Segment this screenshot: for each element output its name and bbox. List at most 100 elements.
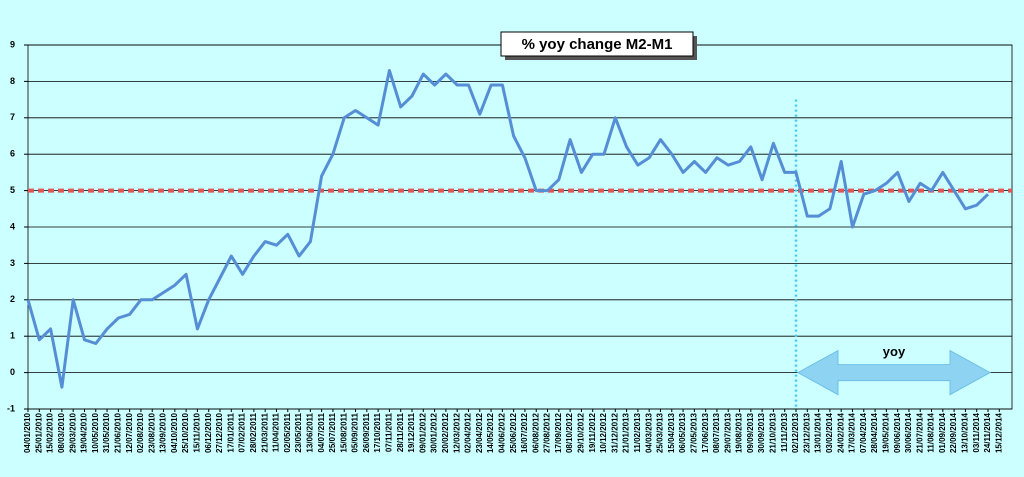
x-tick-label: 01/09/2014 [938, 412, 947, 453]
x-tick-label: 31/12/2012 [610, 412, 619, 453]
x-tick-label: 11/02/2013 [633, 412, 642, 452]
x-tick-label: 17/01/2011 [226, 412, 235, 452]
x-tick-label: 17/10/2011 [373, 412, 382, 452]
x-tick-label: 21/03/2011 [260, 412, 269, 452]
x-tick-label: 16/07/2012 [520, 412, 529, 453]
x-tick-label: 19/12/2011 [407, 412, 416, 452]
x-tick-label: 08/03/2010 [57, 412, 66, 453]
x-tick-label: 14/05/2012 [486, 412, 495, 453]
x-tick-label: 11/08/2014 [927, 412, 936, 452]
y-tick-label: 3 [10, 258, 15, 268]
y-tick-label: 8 [10, 76, 15, 86]
x-tick-label: 09/01/2012 [418, 412, 427, 453]
x-tick-label: 09/09/2013 [746, 412, 755, 453]
x-tick-label: 24/02/2014 [836, 412, 845, 453]
data-line [26, 69, 990, 389]
y-tick-label: 1 [10, 331, 15, 341]
x-tick-label: 15/08/2011 [339, 412, 348, 452]
x-tick-label: 28/11/2011 [396, 412, 405, 452]
x-tick-label: 30/01/2012 [430, 412, 439, 453]
x-tick-label: 12/03/2012 [452, 412, 461, 453]
x-tick-label: 07/02/2011 [238, 412, 247, 452]
x-tick-label: 21/01/2013 [622, 412, 631, 453]
x-tick-label: 03/11/2014 [972, 412, 981, 452]
x-tick-label: 05/09/2011 [351, 412, 360, 452]
y-tick-label: 6 [10, 149, 15, 159]
x-tick-label: 04/03/2013 [644, 412, 653, 453]
x-tick-label: 27/05/2013 [689, 412, 698, 453]
x-tick-label: 04/01/2010 [23, 412, 32, 453]
x-tick-label: 23/05/2011 [294, 412, 303, 452]
x-tick-label: 04/06/2012 [497, 412, 506, 453]
x-tick-label: 31/05/2010 [102, 412, 111, 453]
x-tick-label: 23/04/2012 [475, 412, 484, 453]
x-tick-label: 15/11/2010 [193, 412, 202, 452]
x-tick-label: 15/02/2010 [46, 412, 55, 453]
x-tick-label: 25/06/2012 [509, 412, 518, 453]
x-tick-label: 13/10/2014 [961, 412, 970, 453]
x-tick-label: 21/06/2010 [113, 412, 122, 453]
x-tick-label: 02/04/2012 [464, 412, 473, 453]
x-tick-label: 07/11/2011 [385, 412, 394, 452]
x-tick-label: 30/06/2014 [904, 412, 913, 453]
x-tick-label: 30/09/2013 [757, 412, 766, 453]
x-tick-label: 19/08/2013 [735, 412, 744, 453]
x-tick-label: 10/05/2010 [91, 412, 100, 453]
x-tick-label: 27/12/2010 [215, 412, 224, 453]
title-box [500, 31, 694, 57]
x-tick-label: 28/04/2014 [870, 412, 879, 453]
x-tick-label: 29/03/2010 [68, 412, 77, 453]
x-tick-label: 23/08/2010 [147, 412, 156, 453]
x-tick-label: 22/09/2014 [949, 412, 958, 453]
x-tick-label: 29/07/2013 [723, 412, 732, 453]
x-tick-label: 28/02/2011 [249, 412, 258, 452]
x-tick-label: 25/07/2011 [328, 412, 337, 452]
x-tick-label: 15/12/2014 [994, 412, 1003, 453]
x-tick-label: 25/03/2013 [656, 412, 665, 453]
x-tick-label: 21/10/2013 [769, 412, 778, 453]
x-tick-label: 11/04/2011 [272, 412, 281, 452]
x-tick-label: 06/08/2012 [531, 412, 540, 453]
x-tick-label: 02/08/2010 [136, 412, 145, 453]
y-tick-label: 4 [10, 221, 15, 231]
x-tick-label: 15/04/2013 [667, 412, 676, 453]
x-tick-label: 10/12/2012 [599, 412, 608, 453]
x-tick-label: 08/10/2012 [565, 412, 574, 453]
x-tick-label: 04/10/2010 [170, 412, 179, 453]
annotation-arrow [796, 349, 992, 396]
x-tick-label: 07/04/2014 [859, 412, 868, 453]
x-tick-label: 17/03/2014 [848, 412, 857, 453]
x-tick-label: 21/07/2014 [915, 412, 924, 453]
y-tick-label: 2 [10, 294, 15, 304]
x-tick-label: 20/02/2012 [441, 412, 450, 453]
x-tick-label: 24/11/2014 [983, 412, 992, 452]
x-tick-label: 26/09/2011 [362, 412, 371, 452]
y-tick-label: 7 [10, 112, 15, 122]
x-tick-label: 25/10/2010 [181, 412, 190, 453]
x-tick-label: 09/06/2014 [893, 412, 902, 453]
x-tick-label: 06/12/2010 [204, 412, 213, 453]
x-tick-label: 13/01/2014 [814, 412, 823, 453]
x-tick-label: 25/01/2010 [34, 412, 43, 453]
x-tick-label: 12/07/2010 [125, 412, 134, 453]
x-tick-label: 19/04/2010 [80, 412, 89, 453]
y-tick-label: 9 [10, 39, 15, 49]
x-tick-label: 19/11/2012 [588, 412, 597, 452]
chart-title: % yoy change M2-M1 [522, 36, 673, 53]
y-tick-label: 0 [10, 367, 15, 377]
x-tick-label: 13/06/2011 [305, 412, 314, 452]
x-tick-label: 08/07/2013 [712, 412, 721, 453]
x-tick-label: 03/02/2014 [825, 412, 834, 453]
x-tick-label: 17/09/2012 [554, 412, 563, 453]
x-tick-label: 27/08/2012 [543, 412, 552, 453]
x-tick-label: 04/07/2011 [317, 412, 326, 452]
x-tick-label: 06/05/2013 [678, 412, 687, 453]
x-tick-label: 29/10/2012 [577, 412, 586, 453]
annotation-label: yoy [883, 344, 906, 359]
x-tick-label: 17/06/2013 [701, 412, 710, 453]
x-tick-label: 19/05/2014 [881, 412, 890, 453]
x-tick-label: 02/05/2011 [283, 412, 292, 452]
x-tick-label: 11/11/2013 [780, 412, 789, 452]
x-tick-label: 02/12/2013 [791, 412, 800, 453]
